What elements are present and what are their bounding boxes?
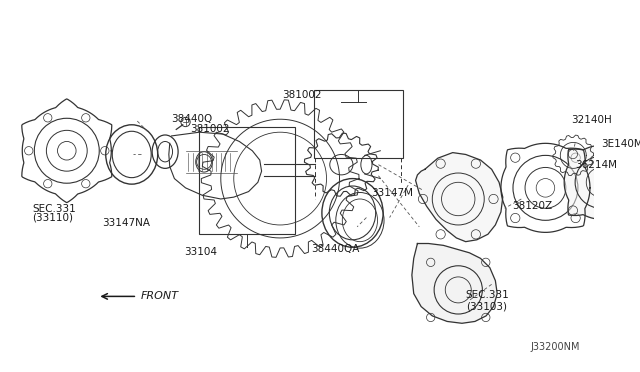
Text: 38120Z: 38120Z <box>512 201 552 211</box>
Polygon shape <box>415 153 503 242</box>
Text: 33104: 33104 <box>184 247 217 257</box>
Text: 381002: 381002 <box>190 124 230 134</box>
Text: (33103): (33103) <box>466 301 507 311</box>
Text: SEC.331: SEC.331 <box>33 203 76 214</box>
Text: FRONT: FRONT <box>141 291 179 301</box>
Text: 33147M: 33147M <box>371 188 413 198</box>
Text: SEC.331: SEC.331 <box>466 290 509 300</box>
Text: 38440Q: 38440Q <box>172 113 213 124</box>
Text: (33110): (33110) <box>33 213 74 223</box>
Text: 3E140M: 3E140M <box>601 139 640 149</box>
Polygon shape <box>564 145 638 219</box>
Text: 32140H: 32140H <box>572 115 612 125</box>
Bar <box>198 126 295 234</box>
Text: 36214M: 36214M <box>575 160 617 170</box>
Bar <box>314 90 403 158</box>
Text: 38440QA: 38440QA <box>311 244 359 253</box>
Text: 381002: 381002 <box>282 90 321 100</box>
Text: 33147NA: 33147NA <box>102 218 150 228</box>
Text: J33200NM: J33200NM <box>531 342 580 352</box>
Polygon shape <box>412 244 497 323</box>
